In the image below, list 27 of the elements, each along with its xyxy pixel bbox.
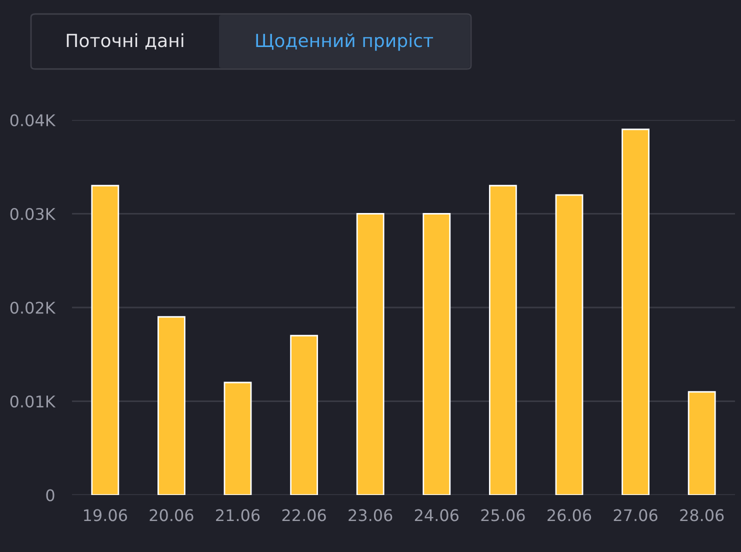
- x-tick-label: 27.06: [614, 509, 658, 522]
- bar: [91, 184, 120, 495]
- bar: [157, 316, 186, 495]
- x-tick-label: 25.06: [481, 509, 525, 522]
- x-tick-label: 21.06: [216, 509, 260, 522]
- y-tick-label: 0.01K: [10, 395, 56, 408]
- x-tick-label: 26.06: [548, 509, 592, 522]
- x-tick-label: 22.06: [282, 509, 326, 522]
- bar: [688, 391, 716, 495]
- bar: [356, 213, 384, 495]
- bar: [622, 128, 650, 495]
- x-tick-label: 24.06: [414, 509, 459, 522]
- bar: [224, 382, 252, 495]
- y-tick-label: 0.03K: [10, 208, 56, 220]
- y-tick-label: 0.04K: [10, 114, 56, 126]
- x-tick-label: 20.06: [150, 509, 194, 522]
- x-tick-label: 28.06: [680, 509, 724, 522]
- x-tick-label: 23.06: [348, 509, 392, 522]
- bar: [555, 194, 584, 495]
- bar: [422, 213, 451, 495]
- y-tick-label: 0: [46, 489, 54, 502]
- y-tick-label: 0.02K: [10, 302, 56, 314]
- x-tick-label: 19.06: [84, 509, 128, 522]
- bar: [290, 334, 318, 495]
- text: Щоденний приріст: [256, 33, 434, 51]
- text: Поточні дані: [66, 33, 184, 50]
- bar: [488, 184, 517, 495]
